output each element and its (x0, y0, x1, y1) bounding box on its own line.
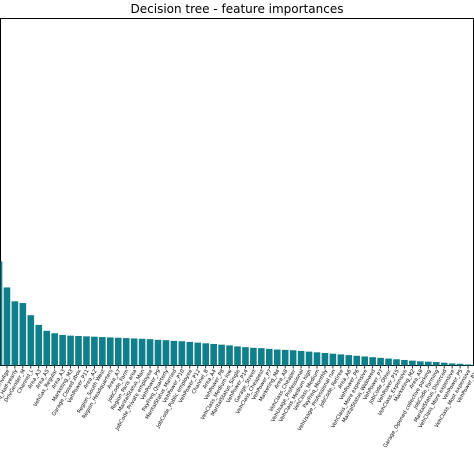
bar (35, 324, 43, 366)
bar (234, 346, 241, 366)
bar (321, 353, 329, 366)
x-tick-labels-group: DrivAgePayFreq_Half-yearlyDrivGender_MCh… (0, 368, 474, 449)
bar (258, 348, 265, 366)
bar (440, 362, 448, 366)
x-ticks-group (6, 365, 469, 369)
bar (385, 358, 392, 366)
bar (75, 336, 82, 366)
bar (218, 344, 225, 366)
bar (170, 340, 178, 366)
bar (67, 335, 74, 366)
bar (138, 338, 146, 366)
bar (0, 261, 3, 366)
bar (472, 364, 474, 366)
bar (432, 362, 440, 366)
bar (456, 363, 464, 366)
bar (337, 354, 345, 366)
bars-group (0, 261, 474, 366)
bar (91, 336, 98, 366)
bar (83, 336, 90, 366)
bar (361, 356, 368, 366)
bar (107, 337, 114, 366)
bar (226, 345, 233, 366)
bar (146, 339, 154, 366)
bar (122, 338, 130, 366)
bar (250, 347, 257, 366)
bar (353, 355, 361, 366)
bar (369, 357, 376, 366)
bar (59, 334, 66, 366)
bar (178, 341, 186, 366)
plot-frame (0, 18, 474, 366)
x-tick-label: DrivAge (0, 369, 11, 390)
bar (210, 343, 217, 366)
bar (19, 303, 27, 366)
bar (409, 360, 416, 366)
bar (114, 337, 122, 366)
bar (194, 342, 202, 366)
bar (464, 364, 472, 366)
bar (11, 301, 19, 366)
bar (345, 355, 353, 366)
bar (43, 330, 50, 366)
bar (297, 350, 305, 366)
bar (329, 353, 337, 366)
bar (273, 349, 281, 366)
bar (130, 338, 138, 366)
bar (202, 343, 209, 366)
bar (417, 361, 424, 366)
bar (3, 287, 11, 366)
bar (186, 341, 194, 366)
bar (448, 363, 456, 366)
bar (27, 315, 35, 366)
bar (289, 350, 297, 366)
bar (393, 359, 400, 366)
bar (313, 352, 321, 366)
bar (425, 361, 432, 366)
bar (281, 349, 289, 366)
bar (266, 348, 273, 366)
bar (242, 347, 249, 366)
bar (401, 359, 408, 366)
chart-title: Decision tree - feature importances (130, 2, 344, 16)
bar (154, 339, 162, 366)
bar (305, 351, 313, 366)
bar (377, 357, 384, 366)
bar (99, 337, 106, 366)
bar (51, 333, 58, 366)
bar (162, 340, 170, 366)
